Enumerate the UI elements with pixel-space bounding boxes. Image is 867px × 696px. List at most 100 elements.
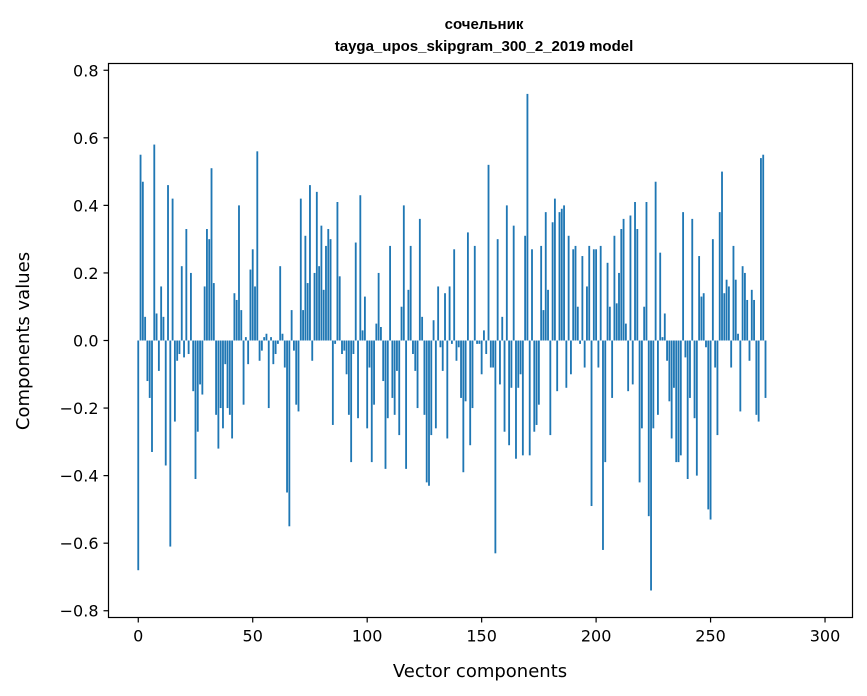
bar bbox=[487, 164, 490, 341]
bar bbox=[572, 249, 575, 341]
bar bbox=[146, 340, 149, 382]
bar bbox=[363, 296, 366, 341]
bar bbox=[686, 340, 689, 479]
bar bbox=[217, 340, 220, 449]
bar bbox=[652, 340, 655, 429]
bar bbox=[705, 340, 707, 348]
y-axis-label: Components values bbox=[13, 252, 34, 430]
bar bbox=[441, 340, 444, 371]
bar bbox=[315, 191, 318, 341]
bar bbox=[540, 245, 543, 341]
bar bbox=[544, 212, 547, 341]
bar bbox=[746, 299, 749, 341]
y-axis: −0.8 −0.6 −0.4 −0.2 0.0 0.2 0.4 0.6 0.8 bbox=[60, 61, 109, 621]
bar bbox=[178, 340, 181, 355]
bar bbox=[357, 340, 359, 419]
x-tick-label: 250 bbox=[695, 627, 726, 646]
bar bbox=[501, 316, 504, 341]
bar bbox=[640, 340, 643, 429]
bar bbox=[416, 340, 419, 409]
bar bbox=[551, 222, 554, 341]
bar bbox=[634, 202, 636, 341]
bar bbox=[453, 249, 456, 341]
bar bbox=[331, 340, 334, 425]
bar bbox=[402, 205, 405, 341]
bar bbox=[290, 310, 293, 341]
chart-subtitle: tayga_upos_skipgram_300_2_2019 model bbox=[335, 38, 634, 55]
bar bbox=[162, 316, 165, 341]
bar bbox=[570, 340, 572, 375]
bar bbox=[222, 340, 224, 429]
bar bbox=[304, 235, 307, 341]
bar bbox=[643, 306, 646, 341]
bar bbox=[347, 340, 350, 415]
bar bbox=[503, 340, 506, 432]
bar bbox=[350, 340, 353, 463]
bar bbox=[423, 340, 426, 415]
bar bbox=[354, 242, 357, 341]
bar bbox=[343, 340, 346, 351]
bar bbox=[176, 340, 179, 361]
bar bbox=[389, 245, 391, 341]
bar bbox=[235, 299, 238, 341]
x-tick-label: 100 bbox=[352, 627, 383, 646]
bar bbox=[160, 286, 163, 341]
bar bbox=[558, 212, 561, 341]
bar bbox=[469, 340, 472, 446]
bar bbox=[272, 340, 275, 365]
bar bbox=[494, 340, 497, 554]
bar bbox=[517, 340, 520, 388]
y-tick-label: 0.8 bbox=[73, 61, 98, 80]
bar bbox=[450, 340, 453, 344]
bar bbox=[576, 306, 579, 341]
bar bbox=[668, 340, 671, 402]
bar bbox=[499, 340, 501, 385]
bar bbox=[251, 249, 254, 341]
x-tick-label: 150 bbox=[466, 627, 497, 646]
bar bbox=[281, 333, 284, 341]
bar bbox=[466, 232, 469, 341]
bar bbox=[462, 340, 465, 473]
bar bbox=[583, 340, 586, 368]
bar bbox=[226, 340, 229, 409]
bar bbox=[260, 340, 263, 351]
bar bbox=[723, 293, 726, 341]
bar bbox=[553, 198, 556, 341]
y-tick-label: 0.6 bbox=[73, 129, 98, 148]
bar bbox=[167, 185, 169, 341]
bar bbox=[624, 323, 627, 341]
bar bbox=[373, 340, 375, 405]
bar bbox=[718, 212, 721, 341]
bar bbox=[659, 252, 662, 341]
bar bbox=[398, 340, 401, 436]
bar bbox=[684, 340, 687, 358]
bar bbox=[414, 340, 417, 371]
bar bbox=[444, 293, 446, 341]
bar bbox=[418, 218, 421, 341]
bar bbox=[396, 340, 398, 371]
bar bbox=[361, 330, 364, 341]
plot-frame bbox=[107, 62, 854, 619]
bar bbox=[663, 313, 666, 341]
bar bbox=[579, 340, 581, 344]
bar bbox=[173, 340, 176, 422]
bar bbox=[233, 293, 236, 341]
bars-group bbox=[137, 93, 767, 591]
bar bbox=[721, 171, 723, 341]
bar bbox=[139, 154, 142, 341]
bar bbox=[409, 245, 412, 341]
bar bbox=[368, 340, 371, 368]
bar bbox=[608, 306, 611, 341]
bar bbox=[679, 340, 682, 456]
bar bbox=[249, 269, 252, 341]
bar bbox=[615, 303, 618, 341]
bar bbox=[647, 340, 650, 517]
bar bbox=[377, 272, 380, 341]
bar bbox=[405, 340, 408, 469]
bar bbox=[673, 340, 675, 388]
bar bbox=[650, 340, 652, 591]
y-tick-label: −0.2 bbox=[60, 399, 99, 418]
bar bbox=[322, 289, 325, 341]
y-tick-label: 0.2 bbox=[73, 264, 98, 283]
